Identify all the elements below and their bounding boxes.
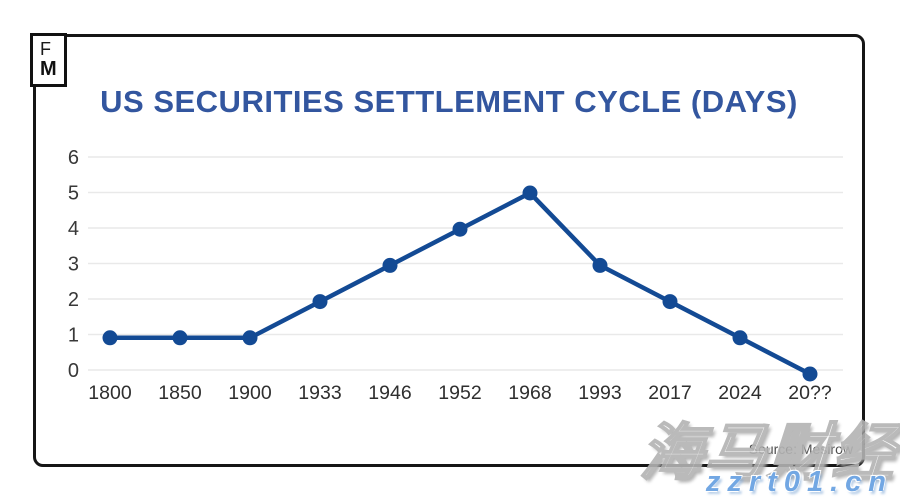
y-tick-label: 2 (68, 289, 79, 311)
x-tick-label: 1993 (578, 382, 621, 404)
x-tick-label: 1850 (158, 382, 202, 404)
fm-logo-letter-m: M (40, 58, 57, 80)
data-point-marker (522, 185, 538, 201)
fm-logo: F M (30, 33, 67, 87)
y-tick-label: 6 (68, 147, 79, 169)
y-tick-label: 3 (68, 254, 79, 276)
y-tick-label: 5 (68, 183, 79, 205)
data-point-marker (452, 221, 468, 237)
data-point-marker (102, 330, 118, 346)
x-tick-label: 1933 (298, 382, 341, 404)
series-line (107, 190, 813, 377)
x-tick-label: 1946 (368, 382, 411, 404)
data-point-marker (592, 257, 608, 273)
data-point-marker (242, 330, 258, 346)
x-axis-tick-labels: 1800 1850 1900 1933 1946 1952 1968 1993 2017 2024… (88, 382, 832, 404)
chart-card (33, 34, 865, 467)
data-point-marker (732, 330, 748, 346)
fm-logo-letter-f: F (40, 39, 51, 59)
data-point-marker (172, 330, 188, 346)
data-point-marker (382, 257, 398, 273)
x-tick-label: 1968 (508, 382, 551, 404)
x-tick-label: 1952 (438, 382, 481, 404)
y-tick-label: 4 (68, 218, 79, 240)
x-tick-label: 2017 (648, 382, 691, 404)
y-tick-label: 1 (68, 325, 79, 347)
x-tick-label: 1800 (88, 382, 132, 404)
x-tick-label: 20?? (788, 382, 832, 404)
data-point-marker (662, 294, 678, 310)
data-point-markers (102, 185, 818, 382)
chart-title: US SECURITIES SETTLEMENT CYCLE (DAYS) (100, 84, 798, 119)
x-tick-label: 2024 (718, 382, 762, 404)
data-point-marker (802, 366, 818, 382)
watermark-site-url: zzrt01.cn (705, 466, 893, 498)
y-axis-tick-labels: 0 1 2 3 4 5 6 (68, 147, 79, 382)
data-point-marker (312, 294, 328, 310)
gridlines (88, 156, 843, 371)
source-note: Source: Mesirow (748, 441, 853, 457)
x-tick-label: 1900 (228, 382, 272, 404)
y-tick-label: 0 (68, 360, 79, 382)
